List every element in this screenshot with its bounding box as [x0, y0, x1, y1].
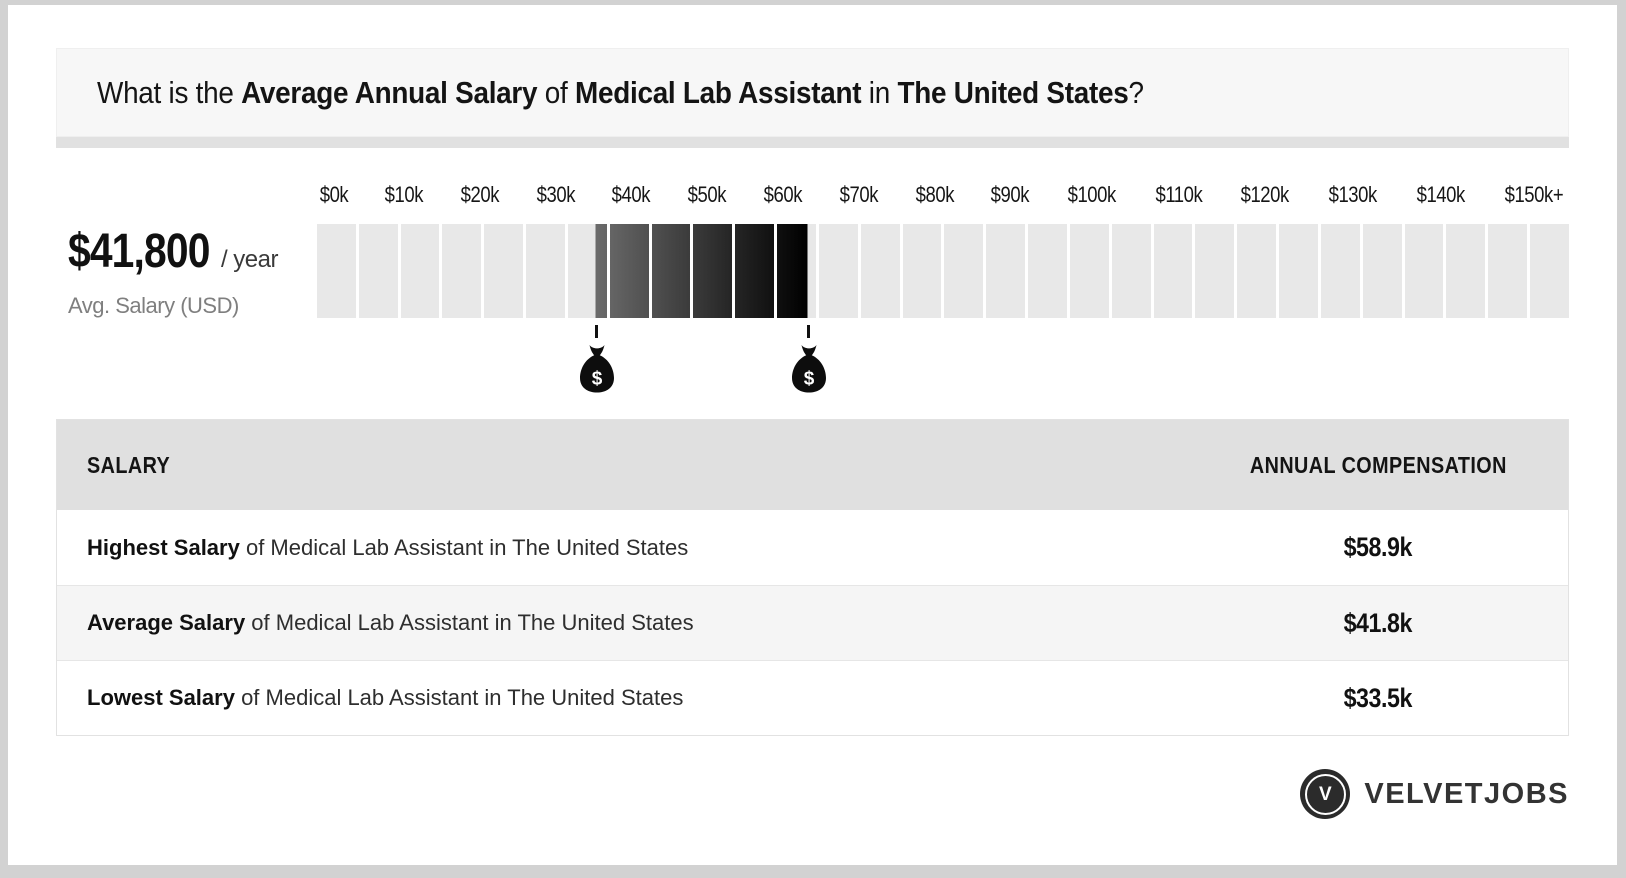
brand-logo: V VELVETJOBS — [56, 769, 1569, 819]
money-bag-icon: $ — [791, 345, 826, 393]
axis-tick-label: $140k — [1416, 182, 1465, 207]
axis-tick-label: $20k — [460, 182, 499, 207]
axis-tick-label: $90k — [990, 182, 1030, 207]
title-text: of — [537, 74, 575, 110]
table-row: Lowest Salary of Medical Lab Assistant i… — [57, 660, 1568, 735]
row-value: $58.9k — [1343, 532, 1413, 562]
title-text: ? — [1128, 74, 1145, 110]
table-header-row: SALARY ANNUAL COMPENSATION — [57, 420, 1568, 510]
logo-ring: V — [1304, 773, 1346, 815]
bar-segment — [567, 224, 607, 318]
row-label-rest: of Medical Lab Assistant in The United S… — [245, 610, 694, 635]
bar-segment — [1237, 224, 1277, 318]
bar-segment — [735, 224, 775, 318]
row-value: $41.8k — [1343, 607, 1413, 638]
axis-tick-label: $40k — [612, 182, 651, 207]
average-salary-period: / year — [220, 246, 279, 273]
bar-segment — [1362, 224, 1402, 318]
axis-tick-label: $70k — [839, 182, 878, 207]
highest-salary-marker: $ — [786, 325, 832, 394]
money-bag-icon: $ — [579, 345, 614, 393]
bar-segment — [358, 224, 398, 318]
axis-tick-label: $60k — [763, 182, 803, 207]
bar-segment — [1069, 224, 1109, 318]
dollar-glyph: $ — [591, 369, 602, 390]
axis-tick-label: $30k — [536, 182, 575, 207]
bar-segment — [944, 224, 984, 318]
title-bold-salary: Average Annual Salary — [241, 74, 538, 110]
velvetjobs-logo-icon: V — [1300, 769, 1351, 819]
row-label-rest: of Medical Lab Assistant in The United S… — [239, 534, 689, 560]
table-row: Highest Salary of Medical Lab Assistant … — [57, 510, 1568, 585]
average-salary-amount: $41,800 — [68, 225, 210, 278]
bar-segment — [442, 224, 482, 318]
bar-segment — [1028, 224, 1067, 318]
row-label-bold: Average Salary — [87, 610, 246, 635]
bar-segment — [860, 224, 900, 318]
bar-segment — [777, 224, 816, 318]
title-bold-region: The United States — [897, 74, 1129, 110]
row-value: $33.5k — [1343, 682, 1413, 713]
table-header-salary: SALARY — [87, 451, 171, 478]
axis-tick-label: $120k — [1241, 182, 1290, 207]
logo-wordmark: VELVETJOBS — [1364, 777, 1569, 810]
marker-dash — [595, 325, 599, 338]
dollar-glyph: $ — [803, 369, 814, 390]
salary-table: SALARY ANNUAL COMPENSATION Highest Salar… — [56, 419, 1569, 736]
bar-segment — [651, 224, 691, 318]
title-text: What is the — [97, 74, 242, 110]
row-label-bold: Lowest Salary — [87, 685, 235, 710]
axis-labels: $0k $10k $20k $30k $40k $50k $60k $70k $80k $90k $… — [317, 182, 1569, 208]
axis-tick-label: $10k — [384, 182, 424, 207]
bar-segment — [1153, 224, 1193, 318]
row-label-rest: of Medical Lab Assistant in The United S… — [234, 685, 684, 710]
average-salary-stat: $41,800 / year Avg. Salary (USD) — [56, 182, 317, 404]
lowest-salary-marker: $ — [574, 325, 620, 394]
table-header-compensation: ANNUAL COMPENSATION — [1249, 451, 1507, 478]
axis-tick-label: $0k — [319, 182, 349, 207]
salary-chart: $41,800 / year Avg. Salary (USD) $0k $10k… — [56, 182, 1569, 404]
bar-segment — [1404, 224, 1444, 318]
salary-scale: $0k $10k $20k $30k $40k $50k $60k $70k $80k $90k $… — [317, 182, 1569, 404]
page-title: What is the Average Annual Salary of Med… — [97, 75, 1144, 111]
title-box: What is the Average Annual Salary of Med… — [56, 48, 1569, 137]
salary-bar — [317, 224, 1569, 318]
bar-segment — [1279, 224, 1318, 318]
row-label-bold: Highest Salary — [87, 534, 240, 560]
bar-segment — [1446, 224, 1486, 318]
axis-tick-label: $110k — [1155, 182, 1202, 207]
axis-tick-label: $100k — [1067, 182, 1117, 207]
bar-segment — [902, 224, 942, 318]
logo-monogram: V — [1319, 783, 1332, 805]
bar-segment — [317, 224, 356, 318]
axis-tick-label: $80k — [915, 182, 954, 207]
marker-dash — [807, 325, 811, 338]
axis-tick-label: $130k — [1328, 182, 1378, 207]
title-text: in — [861, 74, 898, 110]
bar-segment — [986, 224, 1026, 318]
bar-segment — [1530, 224, 1569, 318]
salary-markers: $ $ — [317, 318, 1569, 404]
axis-tick-label: $150k+ — [1504, 182, 1564, 207]
bar-segment — [609, 224, 649, 318]
bar-segment — [818, 224, 858, 318]
bar-segment — [484, 224, 524, 318]
title-box-shadow — [56, 137, 1569, 148]
bar-segment — [400, 224, 440, 318]
bar-segment — [1320, 224, 1360, 318]
bar-segment — [693, 224, 733, 318]
bar-segment — [1195, 224, 1235, 318]
bar-segment — [1488, 224, 1528, 318]
average-salary-caption: Avg. Salary (USD) — [68, 293, 239, 318]
axis-tick-label: $50k — [687, 182, 727, 207]
bar-segment — [1111, 224, 1151, 318]
table-row: Average Salary of Medical Lab Assistant … — [57, 585, 1568, 660]
title-bold-job: Medical Lab Assistant — [574, 74, 862, 110]
bar-segment — [526, 224, 565, 318]
